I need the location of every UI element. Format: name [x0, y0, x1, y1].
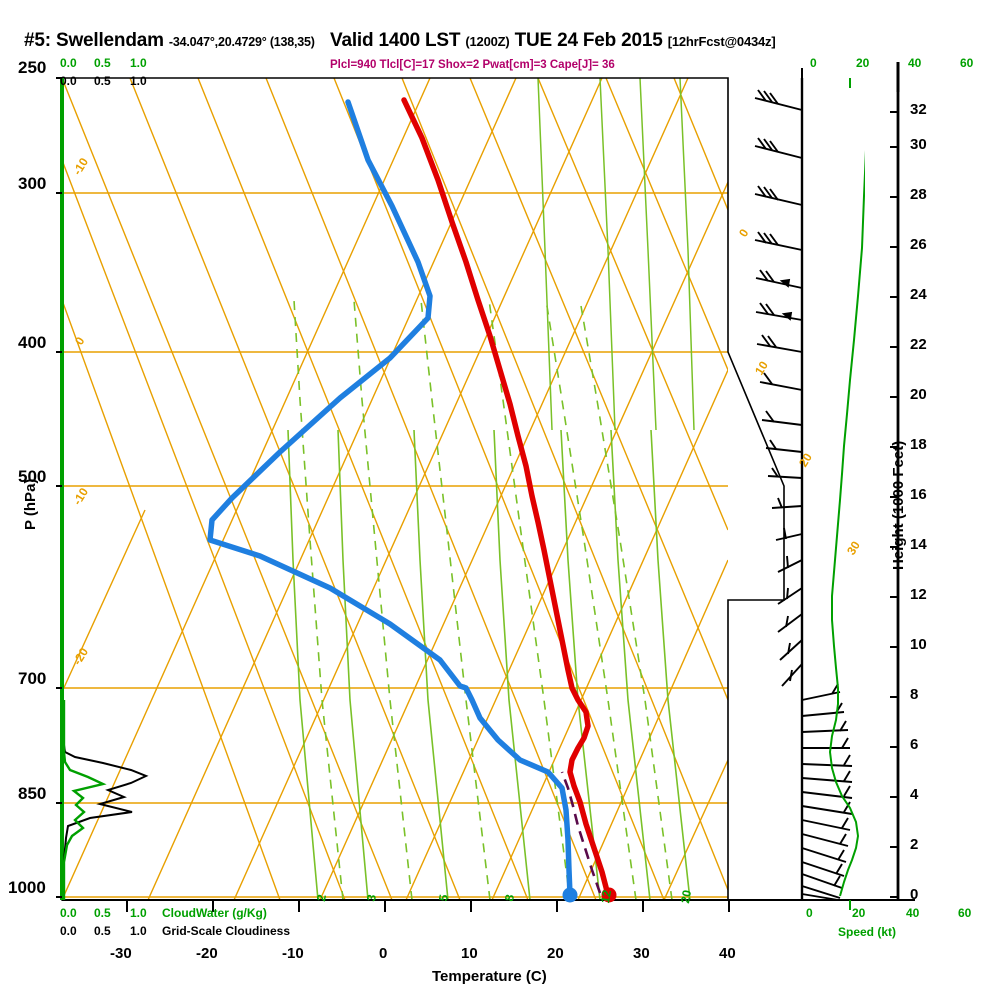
mixing-ratio-label-12: 12: [598, 888, 615, 905]
temperature-tick-30: 30: [633, 945, 650, 962]
cloudwater-tick-0: 0.0: [60, 906, 77, 920]
height-tick-22: 22: [910, 336, 927, 353]
speed-tick-0: 0: [806, 906, 813, 920]
cloudiness-tick-0-top: 0.0: [60, 74, 77, 88]
height-tick-32: 32: [910, 101, 927, 118]
valid-date: TUE 24 Feb 2015: [514, 30, 663, 51]
height-ticks: [890, 111, 898, 898]
height-tick-20: 20: [910, 386, 927, 403]
pressure-tick-400: 400: [18, 333, 47, 352]
cloudiness-tick-1-top: 1.0: [130, 74, 147, 88]
cloudiness-profile: [63, 700, 149, 900]
pressure-tick-500: 500: [18, 467, 47, 486]
mixing-ratio-label-20: 20: [678, 888, 695, 905]
temperature-ticks: [126, 900, 730, 912]
chart-title: #5: Swellendam -34.047°,20.4729° (138,35…: [24, 30, 776, 52]
height-tick-28: 28: [910, 186, 927, 203]
height-tick-30: 30: [910, 136, 927, 153]
height-tick-18: 18: [910, 436, 927, 453]
cloudiness-tick-1: 1.0: [130, 924, 147, 938]
speed-tick-20-top: 20: [856, 56, 870, 70]
cloudwater-axis-title: CloudWater (g/Kg): [162, 906, 267, 920]
pressure-ticks: [56, 77, 62, 898]
temperature-tick--20: -20: [196, 945, 218, 962]
speed-tick-0-top: 0: [810, 56, 817, 70]
speed-tick-60: 60: [958, 906, 972, 920]
saturated-adiabat-lines: [293, 299, 673, 900]
speed-axis-title: Speed (kt): [838, 925, 897, 939]
cloudiness-tick-0: 0.0: [60, 924, 77, 938]
wind-speed-curve: [828, 108, 865, 897]
height-tick-12: 12: [910, 586, 927, 603]
cloudiness-axis-title: Grid-Scale Cloudiness: [162, 924, 291, 938]
pressure-tick-850: 850: [18, 784, 47, 803]
temperature-tick--10: -10: [282, 945, 304, 962]
pressure-tick-1000: 1000: [8, 878, 46, 897]
pressure-tick-700: 700: [18, 669, 47, 688]
pressure-axis-title: P (hPa): [22, 478, 39, 530]
isobar-lines: [62, 192, 728, 898]
isotherm-lines: [62, 78, 728, 900]
height-tick-16: 16: [910, 486, 927, 503]
temperature-tick-40: 40: [719, 945, 736, 962]
valid-time: Valid 1400 LST: [330, 30, 461, 51]
cloudwater-tick-1-top: 1.0: [130, 56, 147, 70]
mixing-ratio-lines: [287, 429, 691, 900]
cloudwater-tick-1: 1.0: [130, 906, 147, 920]
height-tick-2: 2: [910, 836, 919, 853]
wind-barbs: [754, 89, 853, 901]
height-tick-0: 0: [910, 886, 919, 903]
temperature-tick-0: 0: [379, 945, 388, 962]
cloudwater-profile: [62, 700, 107, 900]
valid-time-z: (1200Z): [465, 34, 510, 49]
dewpoint-surface-marker: [562, 887, 578, 903]
speed-tick-40-top: 40: [908, 56, 922, 70]
temperature-tick--30: -30: [110, 945, 132, 962]
height-tick-24: 24: [910, 286, 927, 303]
height-tick-10: 10: [910, 636, 927, 653]
cloudiness-tick-05-top: 0.5: [94, 74, 111, 88]
speed-tick-40: 40: [906, 906, 920, 920]
wind-speed-panel: [828, 108, 865, 897]
temperature-axis-title: Temperature (C): [432, 968, 547, 985]
dry-adiabat-lines: [62, 78, 728, 900]
temperature-tick-20: 20: [547, 945, 564, 962]
station-id: #5:: [24, 30, 51, 51]
height-tick-4: 4: [910, 786, 919, 803]
height-axis-title: Height (1000 Feet): [890, 440, 907, 570]
temperature-tick-10: 10: [461, 945, 478, 962]
pressure-tick-250: 250: [18, 58, 47, 77]
wind-barb-panel: [800, 62, 900, 900]
mixing-ratio-upper-lines: [537, 78, 695, 431]
skewt-grid: [62, 78, 728, 900]
cloudwater-tick-0-top: 0.0: [60, 56, 77, 70]
cloudwater-tick-05: 0.5: [94, 906, 111, 920]
height-tick-6: 6: [910, 736, 919, 753]
station-name: Swellendam: [55, 30, 164, 51]
temperature-surface-marker: [601, 887, 617, 903]
dewpoint-curve: [207, 99, 573, 898]
height-tick-26: 26: [910, 236, 927, 253]
height-tick-14: 14: [910, 536, 927, 553]
cloudwater-tick-05-top: 0.5: [94, 56, 111, 70]
sounding-parameters: Plcl=940 Tlcl[C]=17 Shox=2 Pwat[cm]=3 Ca…: [330, 59, 615, 71]
cloud-profiles: [62, 700, 149, 900]
cloudiness-tick-05: 0.5: [94, 924, 111, 938]
temperature-curve: [401, 97, 611, 898]
speed-tick-60-top: 60: [960, 56, 974, 70]
forecast-label: [12hrFcst@0434z]: [667, 34, 776, 49]
parcel-curve: [560, 771, 602, 894]
height-tick-8: 8: [910, 686, 919, 703]
pressure-tick-300: 300: [18, 174, 47, 193]
station-coords: -34.047°,20.4729° (138,35): [168, 35, 315, 49]
speed-tick-20: 20: [852, 906, 866, 920]
